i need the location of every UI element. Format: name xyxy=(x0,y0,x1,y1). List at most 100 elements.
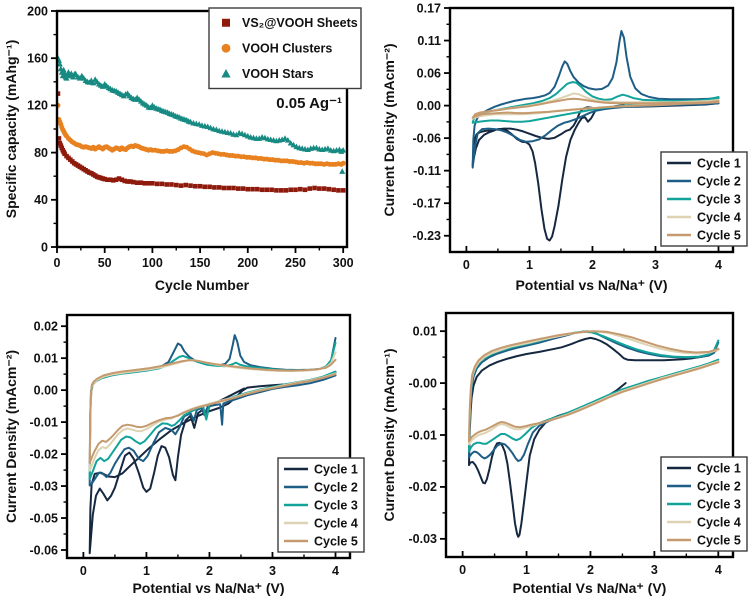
svg-text:-0.02: -0.02 xyxy=(409,480,438,494)
series-cycle-4 xyxy=(468,330,720,446)
svg-text:VOOH Stars: VOOH Stars xyxy=(242,67,314,81)
tick-labels: 0 50 100 150 200 250 300 0 40 80 120 160 200 xyxy=(27,4,354,270)
svg-text:0: 0 xyxy=(54,256,61,270)
legend-item: VOOH Stars xyxy=(221,67,314,81)
svg-text:Cycle 2: Cycle 2 xyxy=(697,479,741,493)
svg-text:0: 0 xyxy=(459,563,466,577)
legend: Cycle 1 Cycle 2 Cycle 3 Cycle 4 Cycle 5 xyxy=(660,456,748,552)
legend-triangle-marker-icon xyxy=(221,68,231,78)
svg-text:100: 100 xyxy=(142,256,163,270)
svg-text:200: 200 xyxy=(237,256,258,270)
svg-text:Cycle 3: Cycle 3 xyxy=(697,192,741,206)
series-group xyxy=(88,334,337,555)
series-vooh-clusters xyxy=(56,102,346,167)
legend-item: Cycle 4 xyxy=(667,515,741,529)
series-group xyxy=(56,55,347,193)
legend-circle-marker-icon xyxy=(221,43,231,53)
svg-text:-0.02: -0.02 xyxy=(30,447,59,461)
svg-text:Cycle 5: Cycle 5 xyxy=(697,228,741,242)
chart-cv-bottom-right: 0 1 2 3 4 0.01 -0.00 -0.01 -0.02 -0.03 Potential V… xyxy=(378,300,756,603)
axis-labels: Potential Vs Na/Na⁺ (V) Current Density (… xyxy=(381,348,666,596)
svg-text:Cycle Number: Cycle Number xyxy=(155,277,250,293)
svg-text:-0.03: -0.03 xyxy=(30,479,59,493)
series-vs-vooh-sheets xyxy=(56,91,346,193)
svg-text:0.17: 0.17 xyxy=(417,1,441,15)
svg-text:Cycle 4: Cycle 4 xyxy=(314,516,358,530)
series-group xyxy=(468,330,720,538)
svg-text:1: 1 xyxy=(523,563,530,577)
plot-frame xyxy=(55,9,349,249)
legend-item: Cycle 4 xyxy=(284,516,358,530)
legend-item: Cycle 3 xyxy=(284,498,358,512)
svg-text:40: 40 xyxy=(34,193,48,207)
svg-text:Current Density (mAcm⁻²): Current Density (mAcm⁻²) xyxy=(381,43,397,216)
svg-text:0.11: 0.11 xyxy=(417,34,441,48)
svg-text:4: 4 xyxy=(715,563,722,577)
svg-text:2: 2 xyxy=(587,563,594,577)
svg-text:250: 250 xyxy=(285,256,306,270)
svg-text:3: 3 xyxy=(651,563,658,577)
svg-text:0.00: 0.00 xyxy=(417,99,441,113)
svg-text:200: 200 xyxy=(27,4,48,18)
chart-cv-top-right: 0 1 2 3 4 0.17 0.11 0.06 0.00 -0.06 -0.11 -0.17 -0.2… xyxy=(378,0,756,300)
svg-text:-0.00: -0.00 xyxy=(409,376,438,390)
plot-frame xyxy=(444,311,735,559)
svg-text:Cycle 5: Cycle 5 xyxy=(314,534,358,548)
chart-cv-bottom-left: 0 1 2 3 4 0.02 0.01 0.00 -0.01 -0.02 -0.03 -0.05 -0.… xyxy=(0,300,378,603)
svg-text:4: 4 xyxy=(332,564,339,578)
svg-text:Cycle 1: Cycle 1 xyxy=(697,156,741,170)
svg-text:Potential vs Na/Na⁺ (V): Potential vs Na/Na⁺ (V) xyxy=(515,277,667,293)
svg-text:0: 0 xyxy=(463,258,470,272)
cv-top-right-plot: 0 1 2 3 4 0.17 0.11 0.06 0.00 -0.06 -0.11 -0.17 -0.2… xyxy=(381,1,748,293)
series-cycle-5 xyxy=(88,358,337,464)
plot-frame xyxy=(65,313,352,560)
svg-text:300: 300 xyxy=(333,256,354,270)
svg-text:Cycle 4: Cycle 4 xyxy=(697,210,741,224)
series-cycle-2 xyxy=(88,334,337,487)
svg-text:-0.11: -0.11 xyxy=(413,164,441,178)
svg-text:Cycle 2: Cycle 2 xyxy=(314,480,358,494)
svg-text:-0.05: -0.05 xyxy=(30,511,59,525)
svg-text:160: 160 xyxy=(27,52,48,66)
svg-text:1: 1 xyxy=(526,258,533,272)
legend-item: Cycle 5 xyxy=(667,228,741,242)
chart-cycling-performance: 0 50 100 150 200 250 300 0 40 80 120 160 200 Cycle Nu… xyxy=(0,0,378,300)
svg-text:-0.03: -0.03 xyxy=(409,532,438,546)
legend-item: Cycle 2 xyxy=(667,479,741,493)
legend-item: VOOH Clusters xyxy=(221,42,332,56)
svg-text:Cycle 4: Cycle 4 xyxy=(697,515,741,529)
svg-text:Cycle 3: Cycle 3 xyxy=(314,498,358,512)
axis-labels: Cycle Number Specific capacity (mAhg⁻¹) xyxy=(3,40,250,293)
svg-text:Specific capacity (mAhg⁻¹): Specific capacity (mAhg⁻¹) xyxy=(3,40,19,219)
svg-text:-0.06: -0.06 xyxy=(413,131,442,145)
legend-item: Cycle 1 xyxy=(284,462,358,476)
svg-text:Cycle 5: Cycle 5 xyxy=(697,533,741,547)
svg-text:2: 2 xyxy=(206,564,213,578)
svg-text:VOOH Clusters: VOOH Clusters xyxy=(242,42,332,56)
svg-text:150: 150 xyxy=(190,256,211,270)
legend: Cycle 1 Cycle 2 Cycle 3 Cycle 4 Cycle 5 xyxy=(277,457,365,553)
legend-item: Cycle 5 xyxy=(667,533,741,547)
plot-frame xyxy=(448,6,735,254)
svg-text:80: 80 xyxy=(34,146,48,160)
svg-text:1: 1 xyxy=(143,564,150,578)
legend-item: Cycle 2 xyxy=(284,480,358,494)
svg-text:-0.06: -0.06 xyxy=(30,543,59,557)
axis-labels: Potential vs Na/Na⁺ (V) Current Density (… xyxy=(3,350,285,596)
svg-text:Cycle 1: Cycle 1 xyxy=(314,462,358,476)
series-group xyxy=(471,30,720,242)
svg-text:3: 3 xyxy=(652,258,659,272)
legend-item: Cycle 1 xyxy=(667,156,741,170)
tick-labels: 0 1 2 3 4 0.02 0.01 0.00 -0.01 -0.02 -0.03 -0.05 -0.… xyxy=(30,319,340,578)
svg-text:0.06: 0.06 xyxy=(417,66,441,80)
svg-text:-0.17: -0.17 xyxy=(413,197,442,211)
legend-item: Cycle 2 xyxy=(667,174,741,188)
axis-labels: Potential vs Na/Na⁺ (V) Current Density (… xyxy=(381,43,668,293)
series-cycle-1 xyxy=(468,336,720,538)
svg-text:0.00: 0.00 xyxy=(34,383,58,397)
cv-bottom-left-plot: 0 1 2 3 4 0.02 0.01 0.00 -0.01 -0.02 -0.03 -0.05 -0.… xyxy=(3,313,365,596)
svg-text:Cycle 3: Cycle 3 xyxy=(697,497,741,511)
